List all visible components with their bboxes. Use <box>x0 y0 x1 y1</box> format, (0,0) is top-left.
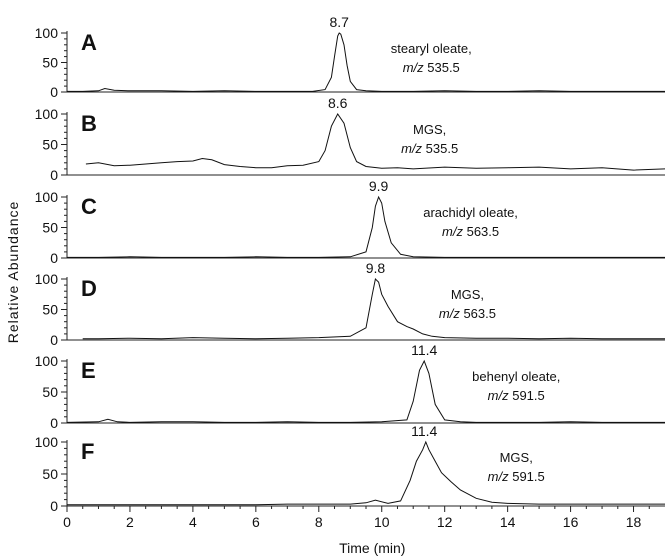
x-axis-title: Time (min) <box>339 540 405 556</box>
y-tick-label: 100 <box>35 25 59 41</box>
x-tick-label: 16 <box>563 514 579 530</box>
panel-e: 0 50 100 E 11.4 behenyl oleate, m/z 591.5 <box>35 342 665 431</box>
series-trace <box>67 195 665 258</box>
peak-label: 9.8 <box>366 260 386 276</box>
peak-label: 9.9 <box>369 178 389 194</box>
panel-letter: F <box>81 439 94 464</box>
annotation-mz-value: 535.5 <box>424 60 460 75</box>
annotation-name: MGS, <box>500 450 533 465</box>
y-tick-label: 50 <box>42 302 58 318</box>
annotation-mz: m/z 591.5 <box>488 388 545 403</box>
y-tick-label: 100 <box>35 189 59 205</box>
y-tick-label: 100 <box>35 434 59 450</box>
panel-c: 0 50 100 C 9.9 arachidyl oleate, m/z 563.5 <box>35 178 665 266</box>
series-trace <box>67 440 665 506</box>
annotation-mz-prefix: m/z <box>401 141 422 156</box>
annotation-mz-prefix: m/z <box>403 60 424 75</box>
panels-group: 0 50 100 A 8.7 stearyl oleate, m/z 535.5 0 50 100… <box>35 14 665 514</box>
annotation-mz-value: 591.5 <box>509 388 545 403</box>
x-tick-label: 2 <box>126 514 134 530</box>
annotation-mz: m/z 591.5 <box>488 469 545 484</box>
x-tick-label: 6 <box>252 514 260 530</box>
annotation-mz-prefix: m/z <box>442 224 463 239</box>
annotation-mz: m/z 563.5 <box>442 224 499 239</box>
annotation-mz-value: 563.5 <box>463 224 499 239</box>
x-tick-label: 18 <box>626 514 642 530</box>
y-tick-label: 50 <box>42 55 58 71</box>
x-axis: 0 2 4 6 8 10 12 14 16 18 <box>63 506 650 530</box>
y-tick-label: 0 <box>50 415 58 431</box>
annotation-name: behenyl oleate, <box>472 369 560 384</box>
panel-letter: A <box>81 30 97 55</box>
series-trace <box>67 32 665 92</box>
x-tick-label: 4 <box>189 514 197 530</box>
annotation-mz: m/z 535.5 <box>403 60 460 75</box>
y-tick-label: 50 <box>42 220 58 236</box>
panel-f: 0 50 100 F 11.4 MGS, m/z 591.5 <box>35 423 665 514</box>
y-tick-label: 50 <box>42 384 58 400</box>
annotation-mz-prefix: m/z <box>488 469 509 484</box>
panel-d: 0 50 100 D 9.8 MGS, m/z 563.5 <box>35 260 665 348</box>
panel-letter: E <box>81 358 96 383</box>
y-tick-label: 100 <box>35 271 59 287</box>
panel-letter: D <box>81 276 97 301</box>
annotation-mz-value: 535.5 <box>422 141 458 156</box>
x-tick-label: 14 <box>500 514 516 530</box>
peak-label: 11.4 <box>411 342 437 358</box>
y-tick-label: 0 <box>50 167 58 183</box>
annotation-mz-value: 563.5 <box>460 306 496 321</box>
y-tick-label: 0 <box>50 250 58 266</box>
series-trace <box>66 359 665 423</box>
annotation-name: stearyl oleate, <box>391 41 472 56</box>
annotation-mz-value: 591.5 <box>509 469 545 484</box>
annotation-mz-prefix: m/z <box>488 388 509 403</box>
x-tick-label: 12 <box>437 514 453 530</box>
y-tick-label: 0 <box>50 84 58 100</box>
panel-letter: C <box>81 194 97 219</box>
y-tick-label: 50 <box>42 137 58 153</box>
peak-label: 11.4 <box>411 423 437 439</box>
x-tick-label: 10 <box>374 514 390 530</box>
annotation-mz-prefix: m/z <box>439 306 460 321</box>
annotation-name: MGS, <box>413 122 446 137</box>
panel-a: 0 50 100 A 8.7 stearyl oleate, m/z 535.5 <box>35 14 665 100</box>
annotation-name: MGS, <box>451 287 484 302</box>
x-tick-label: 8 <box>315 514 323 530</box>
annotation-mz: m/z 563.5 <box>439 306 496 321</box>
y-tick-label: 50 <box>42 466 58 482</box>
annotation-name: arachidyl oleate, <box>423 205 518 220</box>
annotation-mz: m/z 535.5 <box>401 141 458 156</box>
series-trace <box>85 113 665 171</box>
y-tick-label: 0 <box>50 332 58 348</box>
peak-label: 8.6 <box>328 95 348 111</box>
x-tick-label: 0 <box>63 514 71 530</box>
panel-letter: B <box>81 111 97 136</box>
y-axis-title: Relative Abundance <box>5 201 21 344</box>
series-trace <box>82 278 665 340</box>
y-tick-label: 0 <box>50 498 58 514</box>
y-tick-label: 100 <box>35 106 59 122</box>
peak-label: 8.7 <box>330 14 350 30</box>
panel-b: 0 50 100 B 8.6 MGS, m/z 535.5 <box>35 95 665 183</box>
y-tick-label: 100 <box>35 353 59 369</box>
